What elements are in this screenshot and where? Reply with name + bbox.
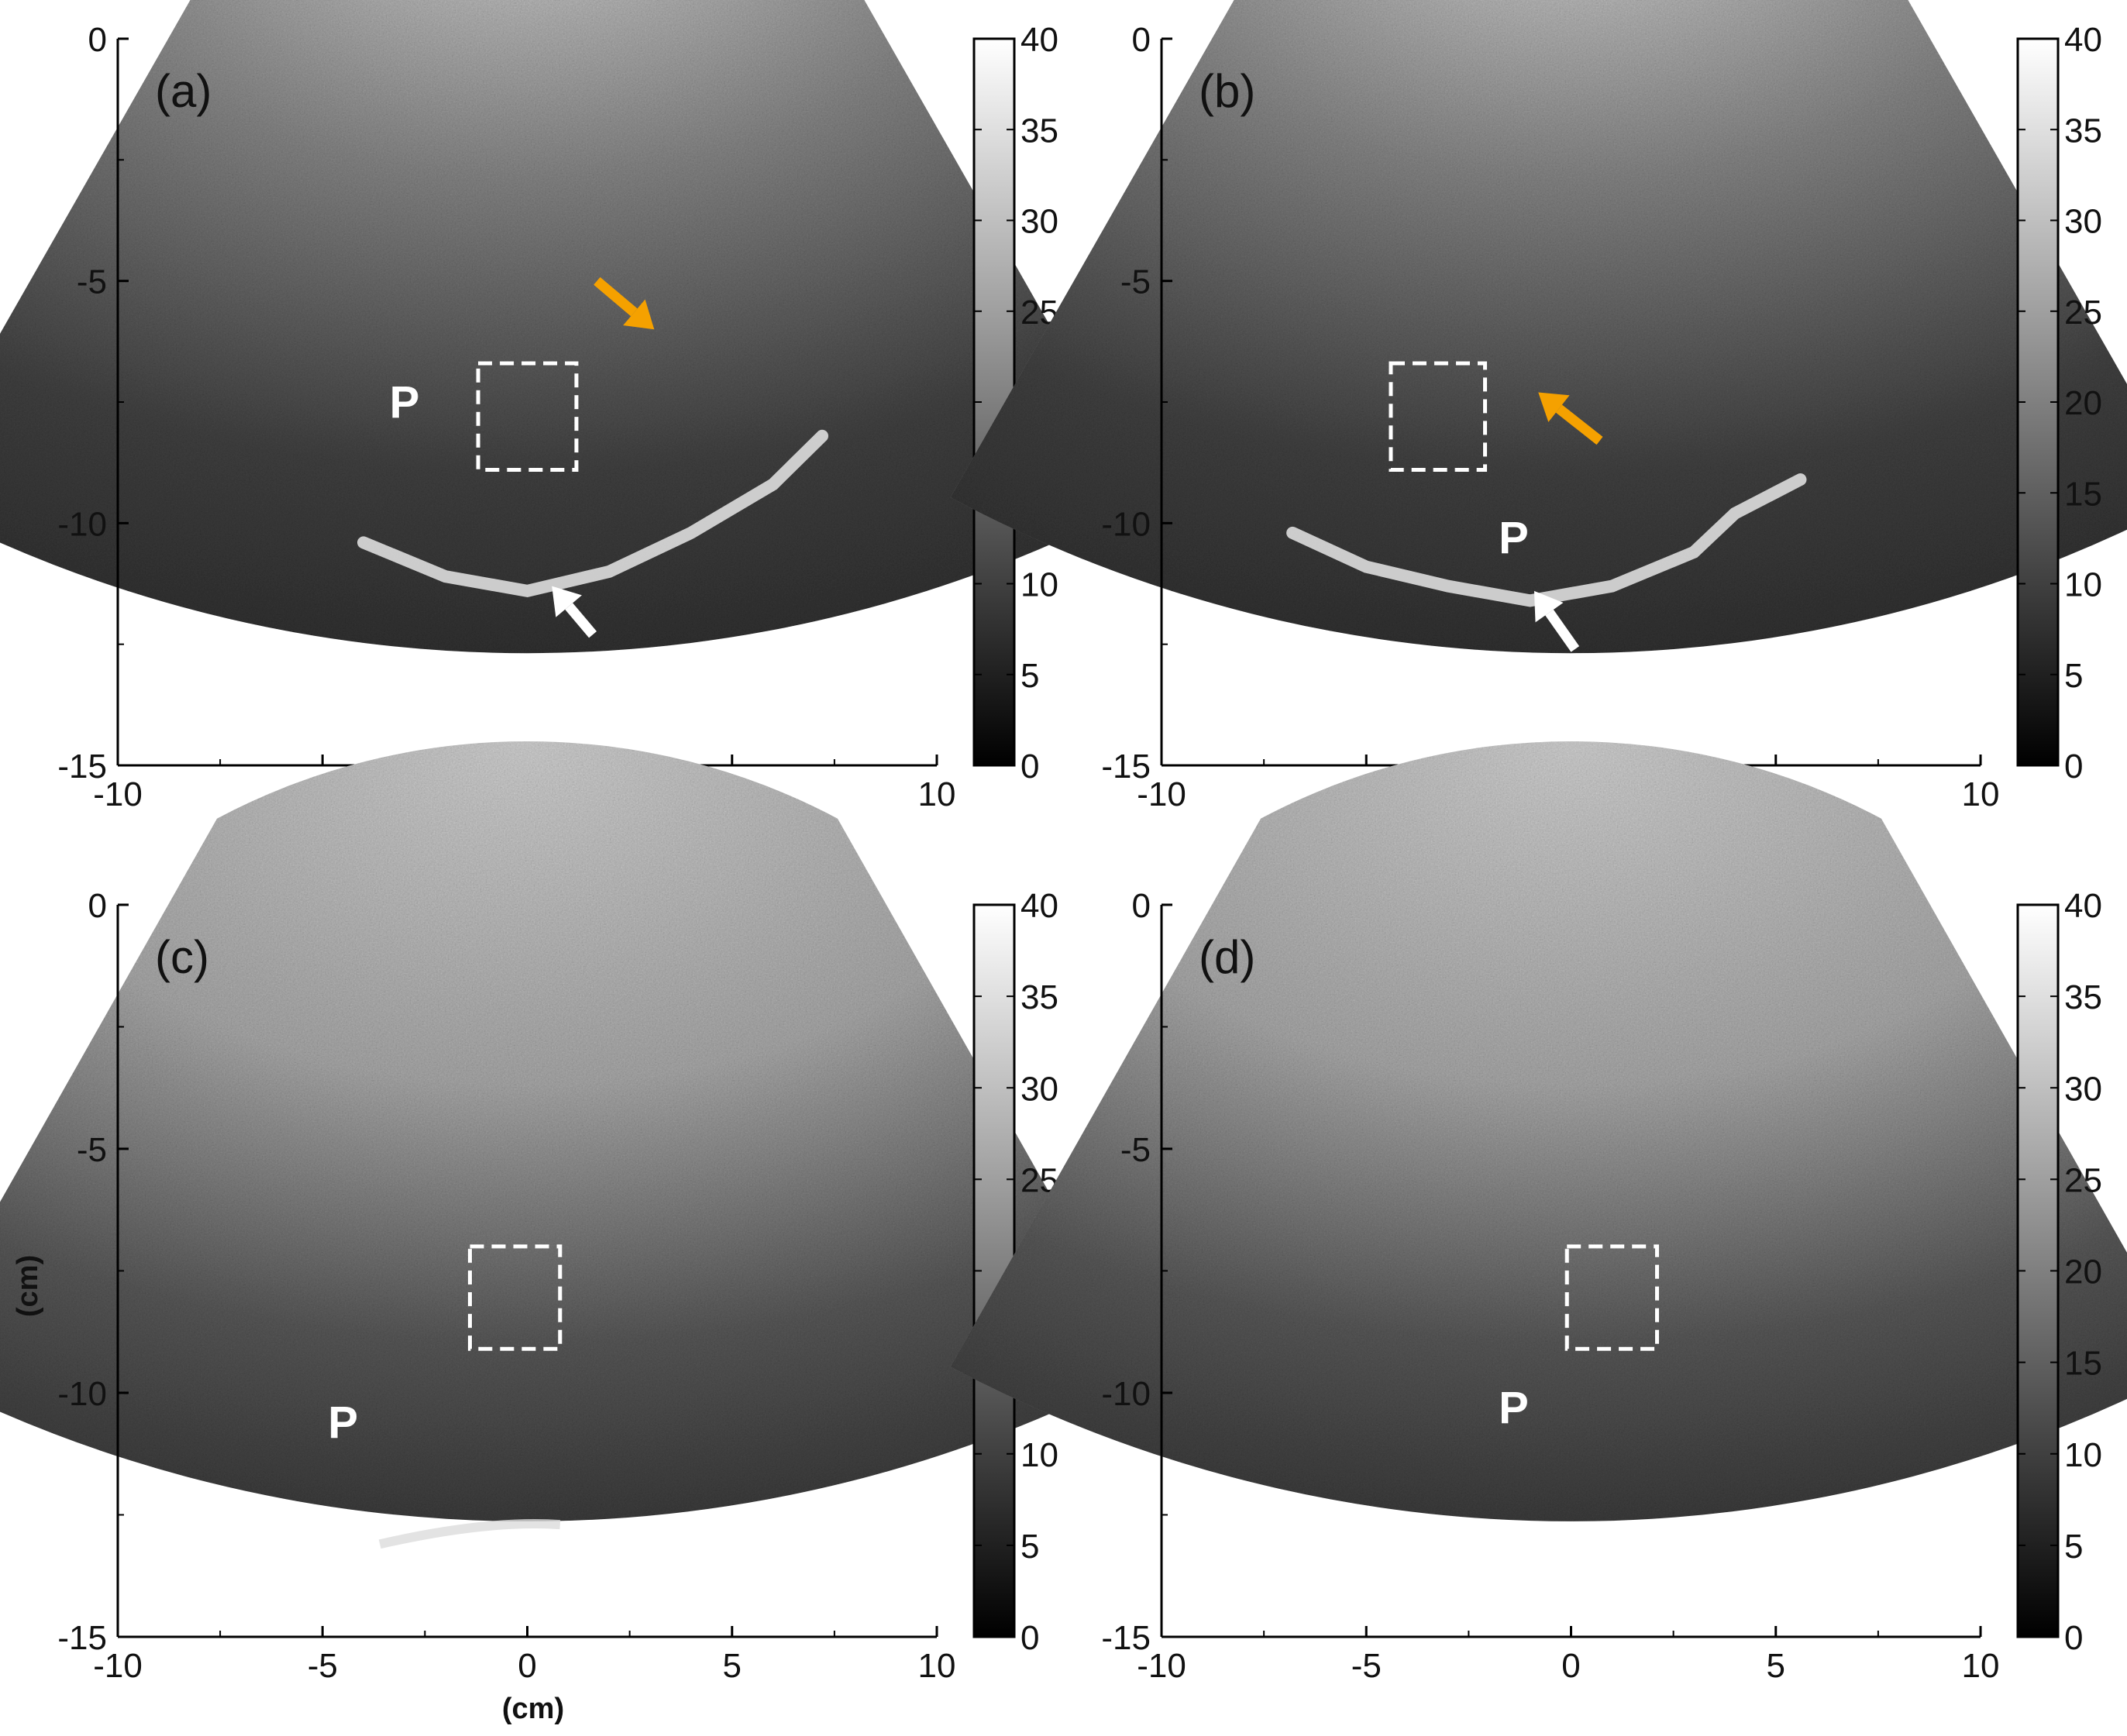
y-tick-label: -5 <box>1120 1131 1151 1169</box>
roi-box <box>476 361 579 473</box>
y-tick-label: -15 <box>57 748 107 785</box>
colorbar-tick-label: 5 <box>2064 657 2083 695</box>
y-tick-label: -15 <box>1101 748 1151 785</box>
orange-arrow <box>1538 392 1603 445</box>
organ-boundary <box>1286 473 1807 607</box>
white-arrow <box>552 586 597 638</box>
organ-boundary <box>357 429 829 598</box>
y-tick-label: -10 <box>57 505 107 543</box>
colorbar-tick-label: 5 <box>2064 1528 2083 1566</box>
y-axis-title: (cm) <box>12 1255 44 1317</box>
y-tick-label: 0 <box>88 21 107 59</box>
x-tick-label: 0 <box>518 1647 536 1685</box>
y-tick-label: -15 <box>57 1619 107 1657</box>
colorbar-tick-label: 35 <box>2064 978 2102 1016</box>
x-tick-label: 10 <box>918 775 956 813</box>
x-tick-label: 5 <box>1767 1647 1785 1685</box>
x-tick-label: 0 <box>1561 1647 1580 1685</box>
y-tick-label: -5 <box>77 1131 107 1169</box>
y-tick-label: -5 <box>1120 263 1151 301</box>
x-tick-label: -5 <box>308 1647 338 1685</box>
x-tick-label: -5 <box>1351 1647 1382 1685</box>
colorbar-tick-label: 35 <box>1020 978 1058 1016</box>
colorbar: 0 5 10 15 20 25 30 35 40 <box>2016 887 2102 1657</box>
x-axis-title: (cm) <box>502 1693 564 1725</box>
colorbar-tick-label: 10 <box>1020 1436 1058 1474</box>
region-marker: P <box>1499 1383 1529 1433</box>
ultrasound-image <box>0 741 1148 1521</box>
colorbar-tick-label: 25 <box>2064 1161 2102 1199</box>
panel-label: (c) <box>155 931 209 983</box>
colorbar-tick-label: 25 <box>2064 294 2102 332</box>
y-tick-label: 0 <box>1132 21 1151 59</box>
colorbar: 0 5 10 15 20 25 30 35 40 <box>2016 21 2102 785</box>
region-marker: P <box>1499 513 1529 563</box>
orange-arrow <box>594 277 655 330</box>
colorbar-tick-label: 15 <box>2064 475 2102 513</box>
colorbar-tick-label: 40 <box>2064 887 2102 925</box>
colorbar-tick-label: 10 <box>1020 566 1058 604</box>
y-tick-label: -5 <box>77 263 107 301</box>
x-tick-label: -10 <box>93 1647 143 1685</box>
colorbar-tick-label: 0 <box>1020 748 1039 785</box>
colorbar-tick-label: 35 <box>1020 112 1058 150</box>
colorbar-tick-label: 40 <box>1020 887 1058 925</box>
roi-box <box>468 1244 563 1351</box>
y-tick-label: 0 <box>1132 887 1151 925</box>
colorbar-tick-label: 30 <box>1020 203 1058 241</box>
colorbar-tick-label: 30 <box>2064 203 2102 241</box>
y-tick-label: -10 <box>1101 1375 1151 1413</box>
y-tick-label: -15 <box>1101 1619 1151 1657</box>
y-tick-label: -10 <box>1101 505 1151 543</box>
x-tick-label: -10 <box>93 775 143 813</box>
colorbar-tick-label: 30 <box>2064 1070 2102 1108</box>
region-marker: P <box>328 1397 358 1448</box>
roi-box <box>1564 1244 1659 1351</box>
colorbar-tick-label: 35 <box>2064 112 2102 150</box>
ultrasound-image <box>950 741 2127 1521</box>
colorbar-tick-label: 0 <box>2064 1619 2083 1657</box>
colorbar-tick-label: 20 <box>2064 1253 2102 1291</box>
colorbar-tick-label: 5 <box>1020 657 1039 695</box>
x-tick-label: 5 <box>723 1647 742 1685</box>
y-tick-label: -10 <box>57 1375 107 1413</box>
region-marker: P <box>390 377 420 428</box>
x-tick-label: -10 <box>1137 1647 1186 1685</box>
colorbar-tick-label: 15 <box>2064 1345 2102 1383</box>
colorbar-tick-label: 10 <box>2064 566 2102 604</box>
colorbar-tick-label: 20 <box>2064 384 2102 422</box>
colorbar-tick-label: 5 <box>1020 1528 1039 1566</box>
x-tick-label: -10 <box>1137 775 1186 813</box>
panel-label: (a) <box>155 65 212 117</box>
x-tick-label: 10 <box>918 1647 956 1685</box>
x-tick-label: 10 <box>1962 1647 2000 1685</box>
ultrasound-image <box>0 0 1148 654</box>
colorbar-tick-label: 30 <box>1020 1070 1058 1108</box>
x-tick-label: 10 <box>1962 775 2000 813</box>
colorbar-tick-label: 40 <box>1020 21 1058 59</box>
organ-boundary <box>378 1519 561 1549</box>
colorbar-tick-label: 0 <box>2064 748 2083 785</box>
y-tick-label: 0 <box>88 887 107 925</box>
colorbar-tick-label: 40 <box>2064 21 2102 59</box>
panel-label: (d) <box>1199 931 1255 983</box>
white-arrow <box>1533 590 1580 652</box>
ultrasound-image <box>950 0 2127 654</box>
white-arrow <box>531 1529 576 1577</box>
colorbar-tick-label: 10 <box>2064 1436 2102 1474</box>
colorbar-tick-label: 0 <box>1020 1619 1039 1657</box>
roi-box <box>1389 361 1488 473</box>
panel-label: (b) <box>1199 65 1255 117</box>
